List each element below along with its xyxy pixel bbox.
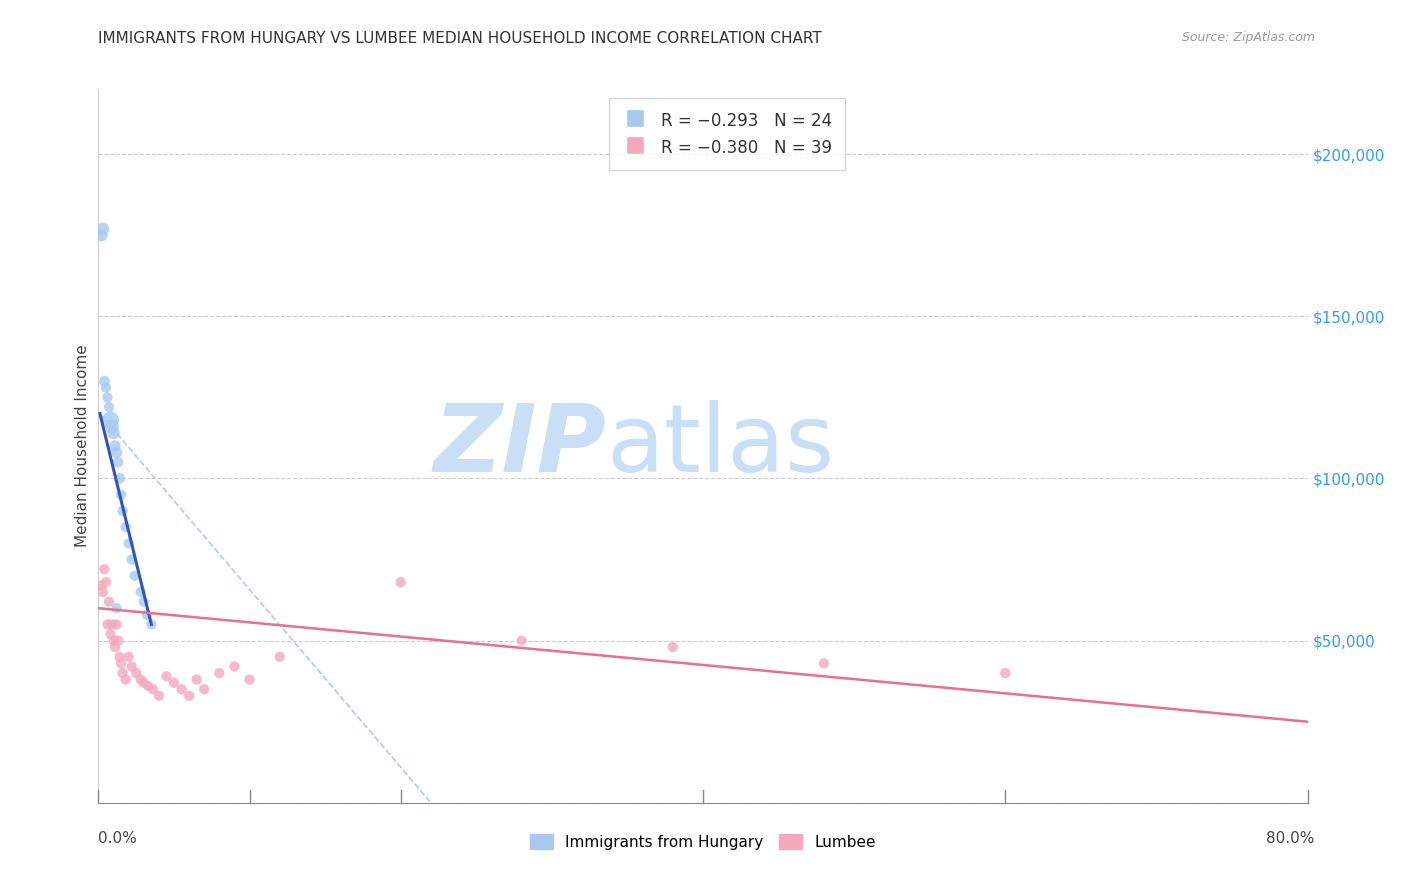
Point [100, 413, 122, 427]
Point [111, 504, 134, 518]
Point [94, 381, 117, 395]
Point [170, 682, 193, 697]
Point [93, 562, 115, 576]
Point [104, 439, 127, 453]
Text: ZIP: ZIP [433, 400, 606, 492]
Point [118, 536, 141, 550]
Point [90, 578, 112, 592]
Point [110, 657, 132, 671]
Point [98, 400, 121, 414]
Point [269, 649, 291, 664]
Point [186, 673, 208, 687]
Point [132, 595, 155, 609]
Point [101, 419, 124, 434]
Point [108, 471, 131, 485]
Point [94, 575, 117, 590]
Point [103, 425, 125, 440]
Point [103, 633, 125, 648]
Point [91, 585, 114, 599]
Text: 80.0%: 80.0% [1267, 831, 1315, 846]
Point [118, 649, 141, 664]
Point [129, 585, 152, 599]
Point [510, 633, 533, 648]
Point [129, 673, 152, 687]
Point [105, 601, 128, 615]
Point [224, 659, 246, 673]
Point [98, 595, 121, 609]
Point [142, 682, 165, 697]
Point [132, 675, 155, 690]
Legend: Immigrants from Hungary, Lumbee: Immigrants from Hungary, Lumbee [524, 828, 882, 855]
Point [101, 617, 124, 632]
Point [96, 390, 118, 404]
Point [105, 617, 128, 632]
Point [121, 552, 143, 566]
Point [239, 673, 262, 687]
Text: Source: ZipAtlas.com: Source: ZipAtlas.com [1181, 31, 1315, 45]
Point [389, 575, 412, 590]
Point [135, 607, 157, 622]
Point [662, 640, 685, 654]
Text: IMMIGRANTS FROM HUNGARY VS LUMBEE MEDIAN HOUSEHOLD INCOME CORRELATION CHART: IMMIGRANTS FROM HUNGARY VS LUMBEE MEDIAN… [98, 31, 823, 46]
Point [111, 666, 134, 681]
Point [124, 568, 146, 582]
Point [105, 445, 128, 459]
Point [100, 627, 122, 641]
Point [107, 633, 129, 648]
Point [193, 682, 215, 697]
Point [114, 520, 136, 534]
Point [93, 374, 115, 388]
Point [90, 228, 112, 243]
Point [114, 673, 136, 687]
Point [141, 617, 163, 632]
Point [91, 221, 114, 235]
Point [125, 666, 148, 681]
Point [121, 659, 143, 673]
Point [148, 689, 170, 703]
Point [104, 640, 127, 654]
Point [108, 649, 131, 664]
Text: 0.0%: 0.0% [98, 831, 138, 846]
Point [107, 455, 129, 469]
Point [163, 675, 186, 690]
Point [813, 657, 835, 671]
Point [155, 669, 177, 683]
Point [136, 679, 159, 693]
Point [179, 689, 201, 703]
Y-axis label: Median Household Income: Median Household Income [75, 344, 90, 548]
Point [208, 666, 231, 681]
Point [994, 666, 1017, 681]
Point [96, 617, 118, 632]
Text: atlas: atlas [606, 400, 835, 492]
Point [110, 488, 132, 502]
